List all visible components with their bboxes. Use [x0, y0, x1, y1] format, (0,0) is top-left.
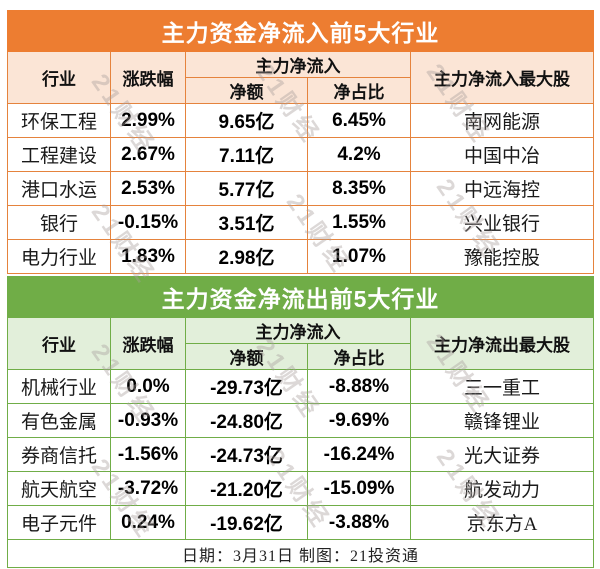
table-row: 电子元件 0.24% -19.62亿 -3.88% 京东方A: [7, 505, 595, 540]
cell-industry: 港口水运: [7, 171, 111, 206]
cell-net-amount: 9.65亿: [185, 103, 308, 138]
header-top-stock: 主力净流入最大股: [409, 51, 595, 104]
cell-industry: 航天航空: [7, 471, 111, 506]
cell-net-ratio: -9.69%: [307, 403, 411, 438]
cell-net-ratio: 4.2%: [307, 137, 411, 172]
outflow-title: 主力资金净流出前5大行业: [6, 276, 595, 318]
cell-change: -0.93%: [110, 403, 186, 438]
cell-industry: 券商信托: [7, 437, 111, 472]
header-industry: 行业: [7, 317, 111, 370]
cell-top-stock: 光大证券: [409, 437, 595, 472]
cell-top-stock: 京东方A: [409, 505, 595, 540]
cell-top-stock: 中远海控: [409, 171, 595, 206]
inflow-subheader-row: 净额 净占比: [8, 77, 594, 104]
cell-net-amount: -24.73亿: [185, 437, 308, 472]
inflow-header-row: 行业 涨跌幅 主力净流入 主力净流入最大股: [7, 51, 595, 104]
cell-industry: 有色金属: [7, 403, 111, 438]
table-row: 有色金属 -0.93% -24.80亿 -9.69% 赣锋锂业: [7, 403, 595, 438]
cell-top-stock: 兴业银行: [409, 205, 595, 240]
cell-industry: 工程建设: [7, 137, 111, 172]
cell-net-amount: 7.11亿: [185, 137, 308, 172]
table-row: 电力行业 1.83% 2.98亿 1.07% 豫能控股: [7, 239, 595, 274]
cell-net-ratio: -3.88%: [307, 505, 411, 540]
cell-change: 2.67%: [110, 137, 186, 172]
cell-top-stock: 三一重工: [409, 369, 595, 404]
cell-change: 1.83%: [110, 239, 186, 274]
cell-net-ratio: 6.45%: [307, 103, 411, 138]
cell-net-ratio: -8.88%: [307, 369, 411, 404]
header-net-ratio: 净占比: [307, 343, 411, 370]
cell-change: -3.72%: [110, 471, 186, 506]
cell-net-amount: -19.62亿: [185, 505, 308, 540]
header-industry: 行业: [7, 51, 111, 104]
header-netflow-group: 主力净流入: [185, 317, 411, 344]
header-top-stock: 主力净流出最大股: [409, 317, 595, 370]
cell-change: -0.15%: [110, 205, 186, 240]
header-net-ratio: 净占比: [307, 77, 411, 104]
inflow-table: 主力资金净流入前5大行业 行业 涨跌幅 主力净流入 主力净流入最大股 净额 净占…: [6, 10, 595, 274]
header-net-amount: 净额: [185, 77, 308, 104]
inflow-title-row: 主力资金净流入前5大行业: [6, 10, 595, 52]
cell-top-stock: 南网能源: [409, 103, 595, 138]
header-net-amount: 净额: [185, 343, 308, 370]
outflow-header-row: 行业 涨跌幅 主力净流入 主力净流出最大股: [7, 317, 595, 370]
table-row: 工程建设 2.67% 7.11亿 4.2% 中国中冶: [7, 137, 595, 172]
cell-change: 2.99%: [110, 103, 186, 138]
cell-net-amount: 5.77亿: [185, 171, 308, 206]
footer-row: 日期：3月31日 制图：21投资通: [6, 539, 595, 568]
table-row: 机械行业 0.0% -29.73亿 -8.88% 三一重工: [7, 369, 595, 404]
cell-top-stock: 航发动力: [409, 471, 595, 506]
table-row: 券商信托 -1.56% -24.73亿 -16.24% 光大证券: [7, 437, 595, 472]
cell-net-amount: -21.20亿: [185, 471, 308, 506]
cell-industry: 银行: [7, 205, 111, 240]
cell-industry: 电子元件: [7, 505, 111, 540]
cell-change: 2.53%: [110, 171, 186, 206]
cell-top-stock: 中国中冶: [409, 137, 595, 172]
cell-change: 0.24%: [110, 505, 186, 540]
cell-change: 0.0%: [110, 369, 186, 404]
inflow-title: 主力资金净流入前5大行业: [6, 10, 595, 52]
cell-industry: 环保工程: [7, 103, 111, 138]
cell-net-ratio: 1.55%: [307, 205, 411, 240]
cell-industry: 机械行业: [7, 369, 111, 404]
cell-net-amount: -29.73亿: [185, 369, 308, 404]
cell-top-stock: 赣锋锂业: [409, 403, 595, 438]
cell-net-ratio: 1.07%: [307, 239, 411, 274]
header-change: 涨跌幅: [110, 317, 186, 370]
cell-net-ratio: -16.24%: [307, 437, 411, 472]
outflow-title-row: 主力资金净流出前5大行业: [6, 276, 595, 318]
outflow-table: 主力资金净流出前5大行业 行业 涨跌幅 主力净流入 主力净流出最大股 净额 净占…: [6, 276, 595, 568]
table-row: 航天航空 -3.72% -21.20亿 -15.09% 航发动力: [7, 471, 595, 506]
header-netflow-group: 主力净流入: [185, 51, 411, 78]
cell-change: -1.56%: [110, 437, 186, 472]
cell-net-amount: -24.80亿: [185, 403, 308, 438]
cell-net-amount: 3.51亿: [185, 205, 308, 240]
cell-top-stock: 豫能控股: [409, 239, 595, 274]
table-row: 环保工程 2.99% 9.65亿 6.45% 南网能源: [7, 103, 595, 138]
table-row: 港口水运 2.53% 5.77亿 8.35% 中远海控: [7, 171, 595, 206]
cell-net-amount: 2.98亿: [185, 239, 308, 274]
cell-industry: 电力行业: [7, 239, 111, 274]
cell-net-ratio: -15.09%: [307, 471, 411, 506]
table-row: 银行 -0.15% 3.51亿 1.55% 兴业银行: [7, 205, 595, 240]
footer-caption: 日期：3月31日 制图：21投资通: [6, 539, 595, 568]
cell-net-ratio: 8.35%: [307, 171, 411, 206]
header-change: 涨跌幅: [110, 51, 186, 104]
